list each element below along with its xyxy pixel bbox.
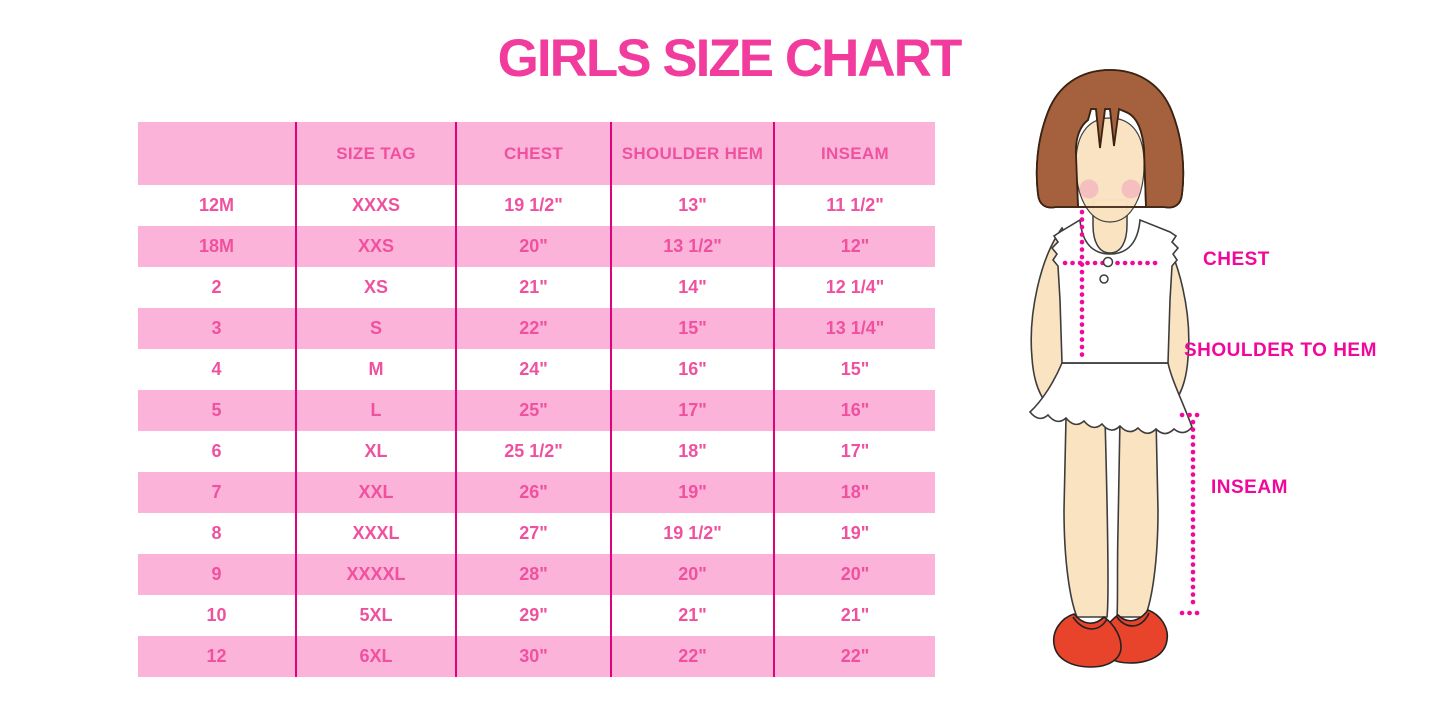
table-cell: 16" bbox=[840, 400, 870, 420]
table-cell: L bbox=[297, 390, 457, 431]
table-cell: 12 bbox=[138, 636, 297, 677]
table-cell: 12 1/4" bbox=[825, 277, 885, 297]
table-cell: 6 bbox=[138, 431, 297, 472]
table-row: 6 XL 25 1/2" 18" 17" bbox=[138, 431, 935, 472]
table-cell: 13 1/2" bbox=[612, 226, 775, 267]
table-cell: 14" bbox=[612, 267, 775, 308]
table-row: 5 L 25" 17" 16" bbox=[138, 390, 935, 431]
hair-fringe bbox=[1035, 69, 1185, 209]
table-row: 18M XXS 20" 13 1/2" 12" bbox=[138, 226, 935, 267]
table-cell: 2 bbox=[138, 267, 297, 308]
table-row: 7 XXL 26" 19" 18" bbox=[138, 472, 935, 513]
inseam-label: INSEAM bbox=[1211, 477, 1288, 498]
table-cell: 20" bbox=[612, 554, 775, 595]
left-shoe-strap bbox=[1072, 616, 1108, 630]
table-cell: 11 1/2" bbox=[826, 195, 884, 215]
table-cell: XXXL bbox=[297, 513, 457, 554]
chest-label: CHEST bbox=[1203, 249, 1270, 270]
skirt bbox=[1028, 362, 1193, 435]
table-cell: 19" bbox=[840, 523, 870, 543]
table-cell: 13 1/4" bbox=[825, 318, 885, 338]
table-cell: 18" bbox=[840, 482, 870, 502]
table-cell: XXS bbox=[297, 226, 457, 267]
table-cell: 30" bbox=[457, 636, 612, 677]
table-cell: 3 bbox=[138, 308, 297, 349]
table-cell: 21" bbox=[612, 595, 775, 636]
table-cell: 15" bbox=[840, 359, 870, 379]
table-cell: 13" bbox=[612, 185, 775, 226]
top-button bbox=[1102, 256, 1114, 268]
table-cell: 5 bbox=[138, 390, 297, 431]
table-cell: XXXS bbox=[297, 185, 457, 226]
shoulder-to-hem-label: SHOULDER TO HEM bbox=[1184, 340, 1377, 361]
header-cell: SHOULDER HEM bbox=[612, 122, 775, 185]
table-cell: 12M bbox=[138, 185, 297, 226]
girl-figure-svg bbox=[1028, 69, 1207, 668]
table-cell: 20" bbox=[840, 564, 870, 584]
size-table: SIZE TAG CHEST SHOULDER HEM INSEAM 12M XXXS 19… bbox=[138, 122, 935, 677]
table-cell: 9 bbox=[138, 554, 297, 595]
header-cell bbox=[138, 122, 297, 185]
table-cell: 20" bbox=[457, 226, 612, 267]
table-cell: XXL bbox=[297, 472, 457, 513]
table-cell: 19 1/2" bbox=[612, 513, 775, 554]
table-cell: 4 bbox=[138, 349, 297, 390]
header-cell: SIZE TAG bbox=[297, 122, 457, 185]
table-cell: 29" bbox=[457, 595, 612, 636]
table-cell: 8 bbox=[138, 513, 297, 554]
table-cell: 17" bbox=[840, 441, 870, 461]
table-cell: 21" bbox=[457, 267, 612, 308]
table-row: 10 5XL 29" 21" 21" bbox=[138, 595, 935, 636]
table-cell: 7 bbox=[138, 472, 297, 513]
right-blush bbox=[1121, 179, 1141, 199]
table-cell: S bbox=[297, 308, 457, 349]
table-cell: 10 bbox=[138, 595, 297, 636]
table-cell: M bbox=[297, 349, 457, 390]
right-shoe-strap bbox=[1116, 612, 1150, 627]
left-shoe bbox=[1052, 613, 1122, 668]
table-cell: 27" bbox=[457, 513, 612, 554]
header-cell: INSEAM bbox=[821, 143, 889, 163]
header-cell: CHEST bbox=[457, 122, 612, 185]
table-cell: 22" bbox=[612, 636, 775, 677]
table-row: 4 M 24" 16" 15" bbox=[138, 349, 935, 390]
table-cell: 18" bbox=[612, 431, 775, 472]
table-cell: 22" bbox=[840, 646, 870, 666]
table-cell: 15" bbox=[612, 308, 775, 349]
table-cell: 21" bbox=[840, 605, 870, 625]
table-cell: XXXXL bbox=[297, 554, 457, 595]
table-row: 3 S 22" 15" 13 1/4" bbox=[138, 308, 935, 349]
table-cell: 25" bbox=[457, 390, 612, 431]
table-cell: 6XL bbox=[297, 636, 457, 677]
table-row: 9 XXXXL 28" 20" 20" bbox=[138, 554, 935, 595]
table-cell: 18M bbox=[138, 226, 297, 267]
girl-figure-illustration bbox=[990, 60, 1445, 680]
left-blush bbox=[1079, 179, 1099, 199]
table-cell: 24" bbox=[457, 349, 612, 390]
page-title: GIRLS SIZE CHART bbox=[497, 29, 963, 88]
table-header-row: SIZE TAG CHEST SHOULDER HEM INSEAM bbox=[138, 122, 935, 185]
right-leg bbox=[1116, 417, 1159, 618]
table-cell: 22" bbox=[457, 308, 612, 349]
table-row: 12M XXXS 19 1/2" 13" 11 1/2" bbox=[138, 185, 935, 226]
table-cell: 19" bbox=[612, 472, 775, 513]
table-cell: 25 1/2" bbox=[457, 431, 612, 472]
table-cell: XL bbox=[297, 431, 457, 472]
bottom-button bbox=[1099, 274, 1109, 284]
table-cell: 26" bbox=[457, 472, 612, 513]
table-cell: 16" bbox=[612, 349, 775, 390]
table-cell: 5XL bbox=[297, 595, 457, 636]
table-cell: 12" bbox=[840, 236, 870, 256]
table-cell: XS bbox=[297, 267, 457, 308]
table-row: 2 XS 21" 14" 12 1/4" bbox=[138, 267, 935, 308]
table-cell: 19 1/2" bbox=[457, 185, 612, 226]
table-row: 12 6XL 30" 22" 22" bbox=[138, 636, 935, 677]
table-row: 8 XXXL 27" 19 1/2" 19" bbox=[138, 513, 935, 554]
left-leg bbox=[1063, 417, 1109, 618]
table-cell: 28" bbox=[457, 554, 612, 595]
table-cell: 17" bbox=[612, 390, 775, 431]
